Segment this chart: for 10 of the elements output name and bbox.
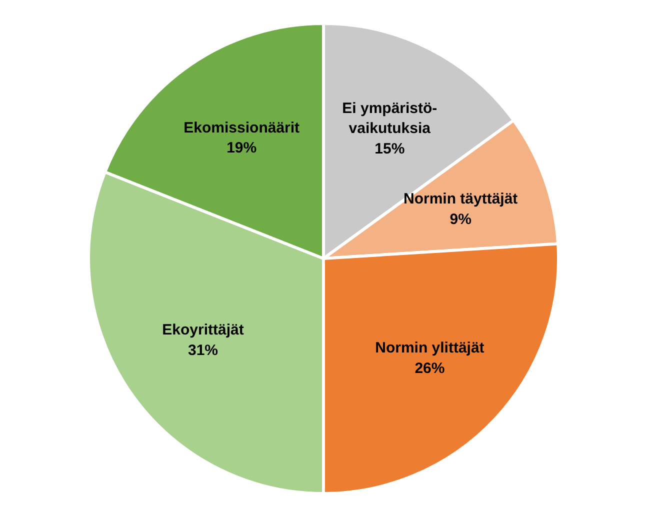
data-label: 9% bbox=[450, 210, 472, 228]
slice-label: Normin täyttäjät bbox=[403, 190, 518, 208]
data-label: 15% bbox=[374, 140, 405, 158]
slice-label: Ekomissionäärit bbox=[184, 119, 300, 136]
data-label: 19% bbox=[226, 140, 257, 157]
slice-label: Normin ylittäjät bbox=[375, 340, 484, 357]
data-label: 31% bbox=[188, 342, 218, 360]
slice-label: Ei ympäristö-vaikutuksia bbox=[342, 100, 438, 138]
slice-label: Ekoyrittäjät bbox=[162, 322, 244, 339]
data-label: 26% bbox=[414, 360, 445, 377]
